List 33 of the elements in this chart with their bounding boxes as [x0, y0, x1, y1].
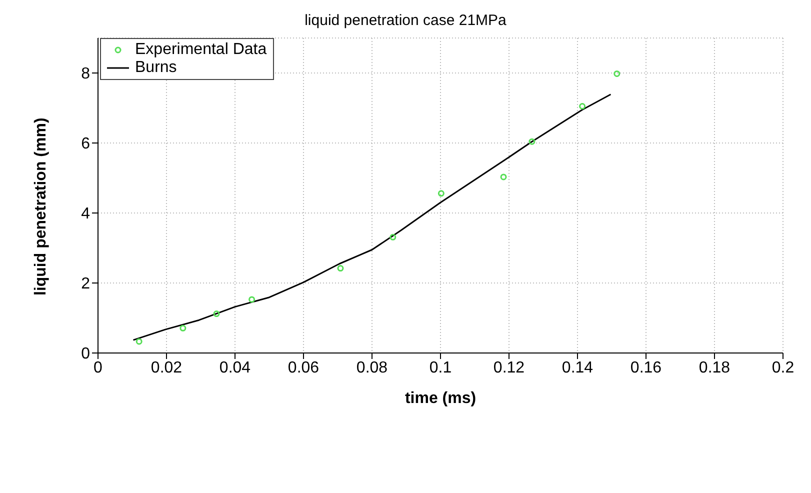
y-tick-label: 6 [81, 136, 90, 153]
legend-label: Experimental Data [135, 41, 267, 59]
y-tick-label: 8 [81, 66, 90, 83]
x-tick-label: 0.14 [562, 359, 594, 376]
x-axis-title: time (ms) [404, 390, 476, 407]
legend-label: Burns [135, 59, 177, 77]
chart-title: liquid penetration case 21MPa [304, 12, 508, 29]
point [180, 324, 186, 332]
y-tick-label: 0 [81, 346, 90, 363]
x-tick-label: 0.18 [698, 359, 730, 376]
x-tick-label: 0.08 [356, 359, 388, 376]
point [337, 265, 344, 272]
point [614, 70, 620, 77]
x-tick-label: 0.12 [493, 359, 525, 376]
point [438, 190, 444, 197]
point [213, 310, 220, 318]
x-tick-label: 0.16 [630, 359, 662, 376]
x-tick-label: 0.04 [219, 359, 251, 376]
x-tick-label: 0.2 [772, 359, 794, 376]
x-tick-label: 0.02 [150, 359, 182, 376]
x-tick-label: 0.1 [429, 359, 452, 376]
x-tick-label: 0.06 [288, 359, 320, 376]
point [579, 103, 586, 110]
y-axis-title: liquid penetration (mm) [32, 118, 50, 296]
line-series [132, 94, 612, 341]
y-tick-label: 2 [81, 276, 90, 293]
x-tick-label: 0 [94, 359, 103, 376]
point [390, 234, 396, 240]
point [136, 338, 142, 345]
point [248, 296, 256, 303]
point [528, 138, 536, 145]
y-tick-label: 4 [81, 206, 90, 223]
point [500, 174, 507, 180]
